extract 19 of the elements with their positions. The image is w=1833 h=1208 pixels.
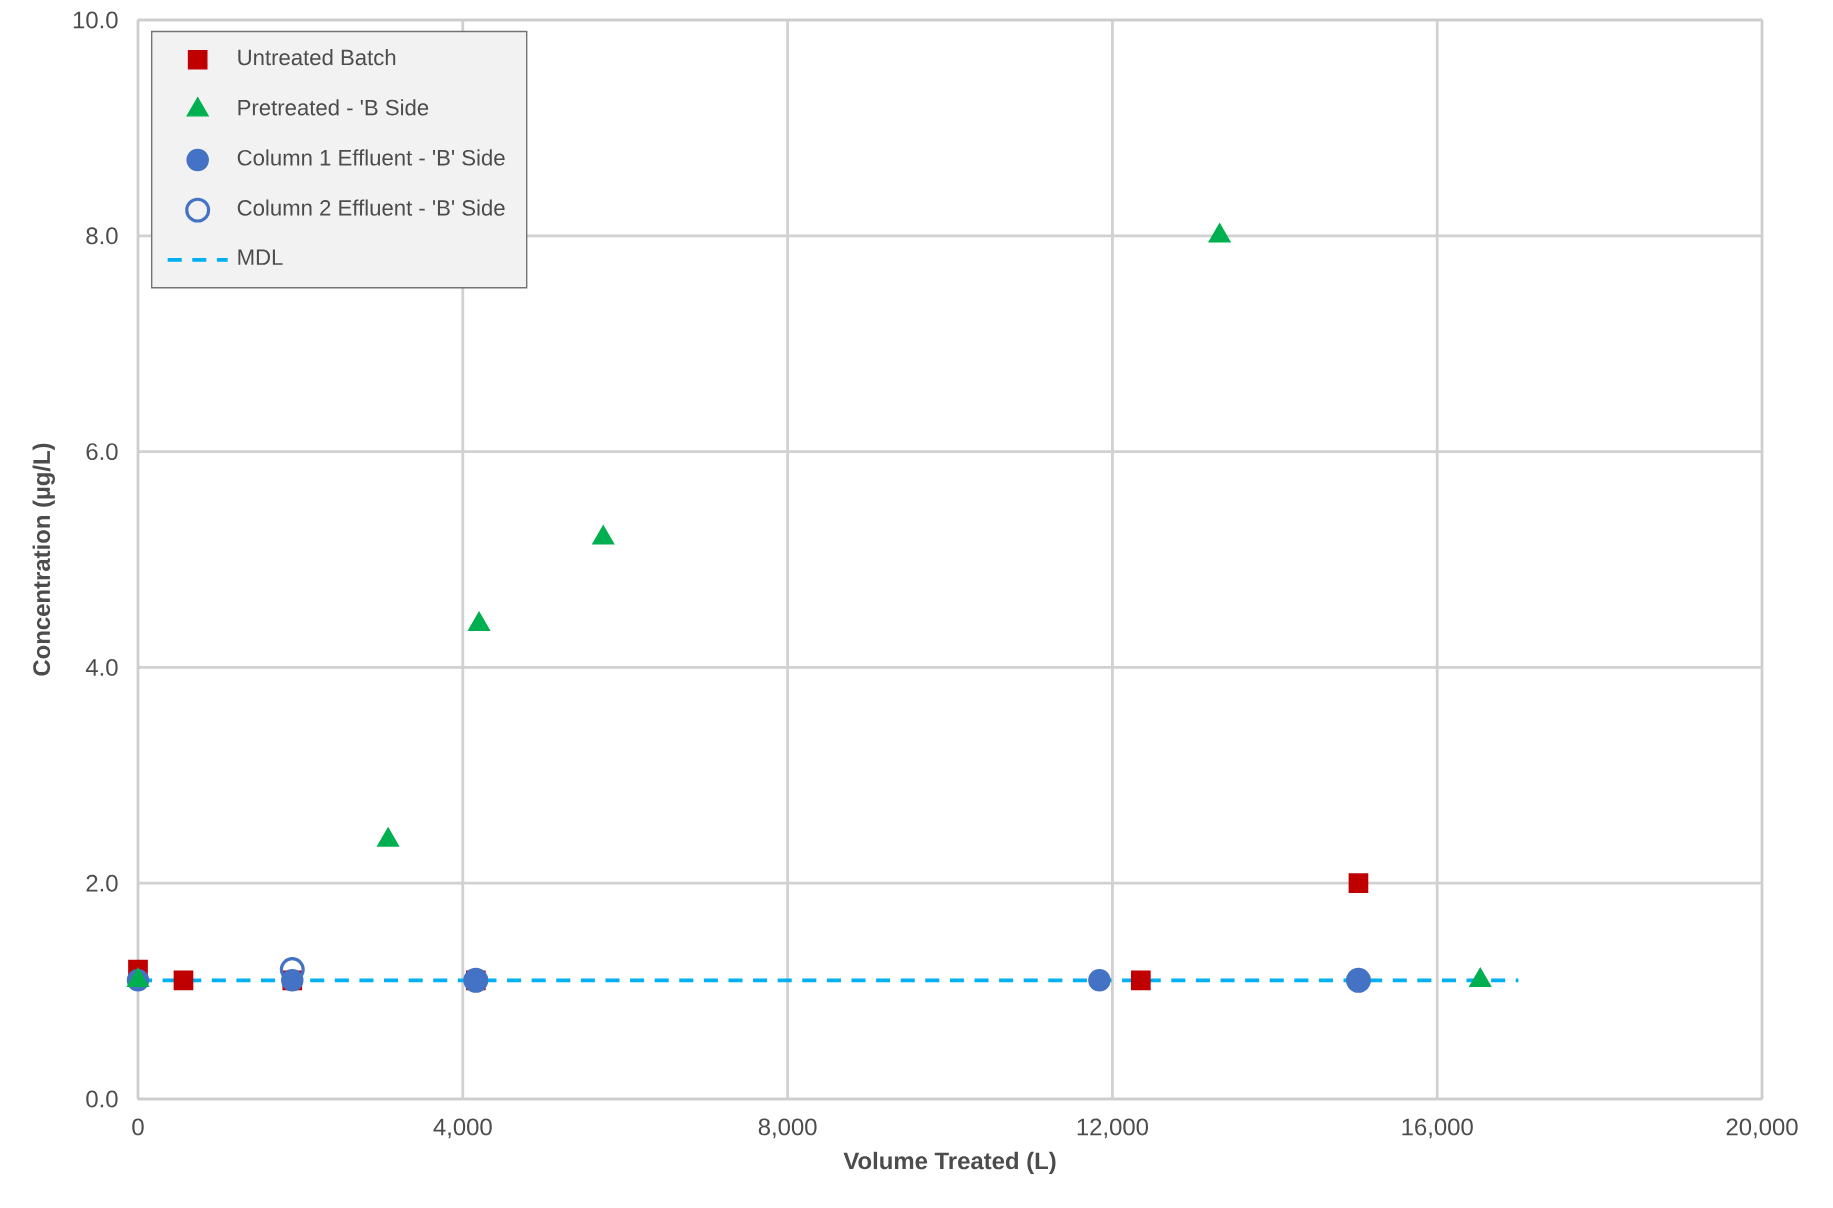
x-tick-label: 12,000 <box>1077 1118 1149 1139</box>
y-tick-label: 0.0 <box>86 1090 118 1108</box>
x-axis-title: Volume Treated (L) <box>843 1151 1056 1175</box>
y-tick-label: 8.0 <box>86 227 118 245</box>
x-tick-label: 4,000 <box>433 1118 492 1139</box>
legend-label: Column 1 Effluent - 'B' Side <box>237 149 505 166</box>
legend-label: Column 2 Effluent - 'B' Side <box>237 199 505 216</box>
x-tick-label: 0 <box>132 1118 144 1136</box>
y-axis-title: Concentration (µg/L) <box>32 443 55 676</box>
x-tick-label: 16,000 <box>1402 1118 1473 1139</box>
x-tick-label: 20,000 <box>1726 1118 1798 1139</box>
legend-label: Untreated Batch <box>238 49 396 66</box>
legend-label: MDL <box>238 249 283 265</box>
x-tick-label: 8,000 <box>758 1118 817 1139</box>
y-tick-label: 10.0 <box>73 11 118 29</box>
y-tick-label: 2.0 <box>86 874 118 892</box>
y-tick-label: 4.0 <box>85 658 118 676</box>
y-tick-label: 6.0 <box>86 443 118 461</box>
legend-label: Pretreated - 'B Side <box>238 99 429 116</box>
